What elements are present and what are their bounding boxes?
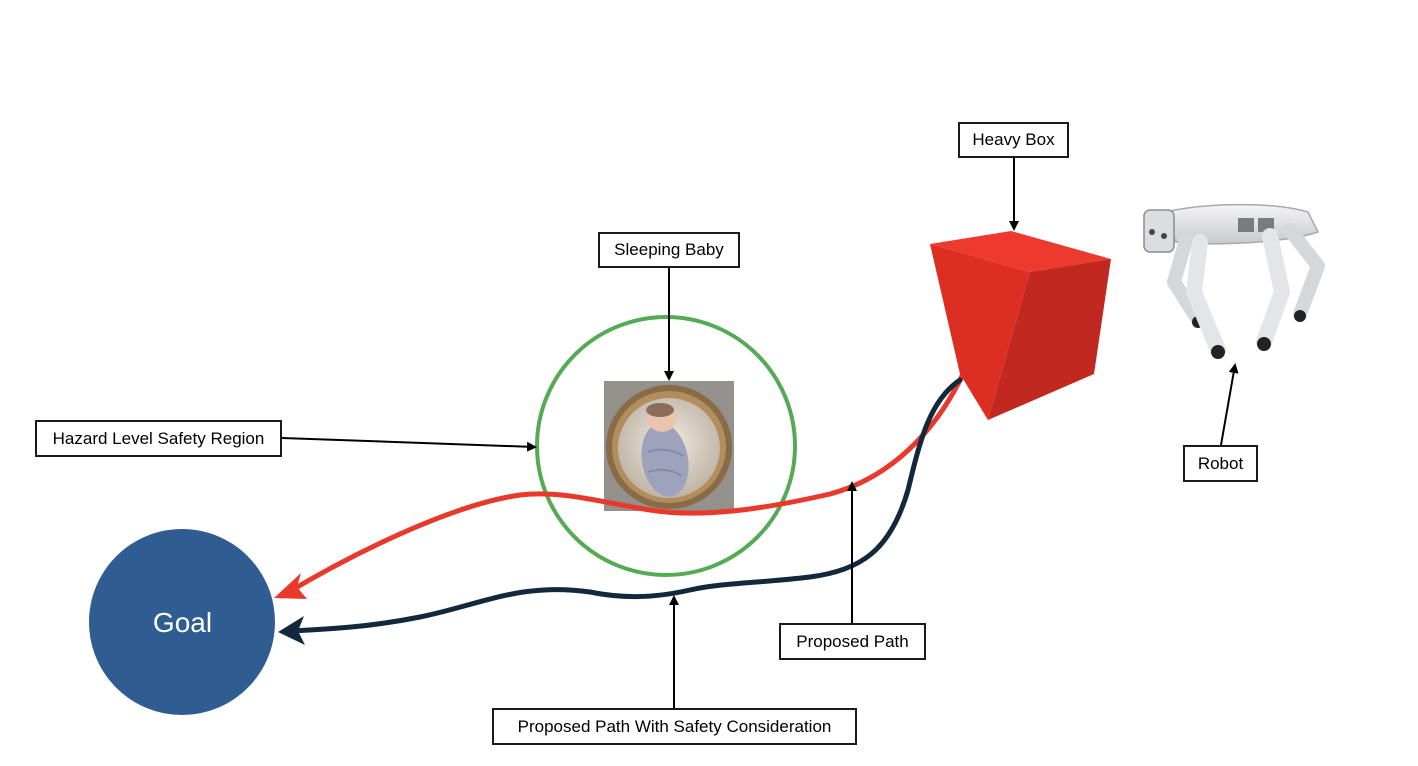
hazard-safety-region bbox=[535, 315, 797, 577]
heavy-box-cube bbox=[930, 231, 1111, 420]
goal-label: Goal bbox=[152, 606, 213, 638]
quadruped-robot-dog bbox=[1140, 200, 1335, 360]
proposed-path-label: Proposed Path bbox=[779, 623, 926, 660]
robot-label: Robot bbox=[1183, 445, 1258, 482]
safe-path-arrowhead bbox=[278, 616, 305, 645]
sleeping-baby-photo bbox=[604, 381, 734, 511]
proposed-path-line bbox=[279, 373, 965, 599]
heavy-box-label: Heavy Box bbox=[958, 122, 1069, 158]
sleeping-baby-label: Sleeping Baby bbox=[598, 232, 740, 268]
proposed-path-arrowhead bbox=[274, 573, 307, 599]
arrow-robot bbox=[1220, 363, 1239, 446]
hazard-region-label: Hazard Level Safety Region bbox=[35, 420, 282, 457]
safe-path-label: Proposed Path With Safety Consideration bbox=[492, 708, 857, 745]
arrow-hazard-region bbox=[281, 437, 537, 452]
safe-path-line bbox=[289, 377, 963, 634]
goal-circle bbox=[89, 529, 275, 715]
